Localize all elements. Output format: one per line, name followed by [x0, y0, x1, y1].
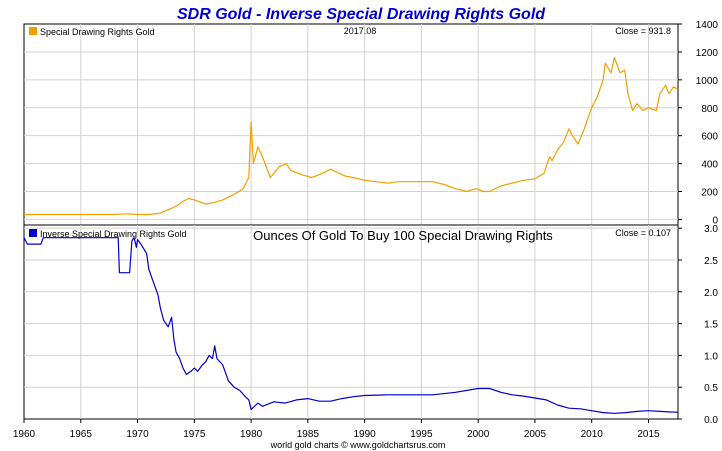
- inverse-subtitle: Ounces Of Gold To Buy 100 Special Drawin…: [253, 228, 553, 243]
- inverse-y-tick-label: 2.0: [704, 288, 718, 299]
- gold-y-tick-label: 600: [701, 132, 718, 143]
- x-tick-label: 1960: [13, 429, 36, 440]
- gold-close-label: Close = 931.8: [615, 26, 671, 36]
- chart-footer: world gold charts © www.goldchartsrus.co…: [270, 440, 446, 450]
- gold-date-label: 2017.08: [344, 26, 377, 36]
- x-tick-label: 1980: [240, 429, 263, 440]
- inverse-line: [23, 237, 679, 414]
- gold-y-ticks: 0 200 400 600 800 1000 1200 1400: [678, 20, 718, 226]
- gold-legend-swatch: [29, 27, 37, 35]
- inverse-close-label: Close = 0.107: [615, 228, 671, 238]
- inverse-legend-swatch: [29, 229, 37, 237]
- inverse-y-tick-label: 0.0: [704, 415, 718, 426]
- inverse-grid: [24, 225, 678, 419]
- inverse-y-tick-label: 1.5: [704, 320, 718, 331]
- gold-y-tick-label: 200: [701, 188, 718, 199]
- inverse-y-tick-label: 1.0: [704, 351, 718, 362]
- gold-series: [24, 56, 679, 216]
- gold-y-tick-label: 1400: [696, 20, 719, 31]
- inverse-y-tick-label: 3.0: [704, 224, 718, 235]
- inverse-y-tick-label: 2.5: [704, 256, 718, 267]
- x-axis: 1960 1965 1970 1975 1980 1985 1990 1995 2000 2005…: [13, 419, 660, 440]
- x-tick-label: 2005: [524, 429, 547, 440]
- x-tick-label: 1990: [354, 429, 377, 440]
- chart-title: SDR Gold - Inverse Special Drawing Right…: [177, 6, 546, 23]
- gold-line: [24, 56, 679, 216]
- x-tick-label: 2015: [637, 429, 660, 440]
- gold-legend-label: Special Drawing Rights Gold: [40, 27, 155, 37]
- x-tick-label: 2000: [467, 429, 490, 440]
- gold-y-tick-label: 1200: [696, 48, 719, 59]
- gold-panel-frame: [23, 23, 679, 226]
- gold-y-tick-label: 0: [712, 215, 718, 226]
- x-tick-label: 1985: [297, 429, 320, 440]
- gold-y-tick-label: 1000: [696, 76, 719, 87]
- gold-panel: 0 200 400 600 800 1000 1200 1400 Special Drawin…: [23, 20, 718, 226]
- inverse-panel-frame: [23, 224, 679, 420]
- inverse-panel: 0.0 0.5 1.0 1.5 2.0 2.5 3.0 Inverse Special Dr…: [23, 224, 718, 426]
- inverse-y-ticks: 0.0 0.5 1.0 1.5 2.0 2.5 3.0: [678, 224, 718, 426]
- x-tick-label: 1970: [126, 429, 149, 440]
- x-tick-label: 1995: [410, 429, 433, 440]
- gold-y-tick-label: 800: [701, 104, 718, 115]
- inverse-series: [23, 237, 679, 414]
- gold-y-tick-label: 400: [701, 160, 718, 171]
- inverse-legend-label: Inverse Special Drawing Rights Gold: [40, 229, 187, 239]
- x-tick-label: 2010: [581, 429, 604, 440]
- gold-grid: [24, 24, 678, 225]
- x-tick-label: 1975: [183, 429, 206, 440]
- x-tick-label: 1965: [70, 429, 93, 440]
- inverse-y-tick-label: 0.5: [704, 383, 718, 394]
